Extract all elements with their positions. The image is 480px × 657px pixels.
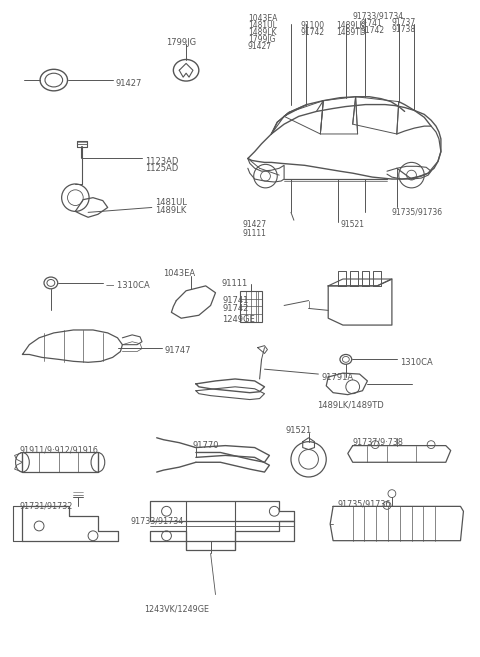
Text: 1043EA: 1043EA	[163, 269, 195, 278]
Text: 91737/9·738: 91737/9·738	[353, 438, 404, 447]
Text: 91427: 91427	[242, 220, 267, 229]
Text: 91521: 91521	[286, 426, 312, 435]
Text: 91521: 91521	[341, 220, 365, 229]
Text: 91427: 91427	[116, 78, 142, 87]
Text: 91747: 91747	[165, 346, 191, 355]
Text: 91770: 91770	[192, 441, 219, 449]
Text: 91427: 91427	[248, 42, 272, 51]
Text: 1481UL: 1481UL	[155, 198, 187, 207]
Text: 1489LK/1489TD: 1489LK/1489TD	[317, 401, 384, 409]
Text: 1249GE: 1249GE	[222, 315, 255, 325]
Text: 91111: 91111	[243, 229, 266, 238]
Text: 91741: 91741	[222, 296, 249, 305]
Text: 1123AD: 1123AD	[145, 157, 178, 166]
Text: 91100: 91100	[301, 21, 325, 30]
Text: 1799JG: 1799JG	[248, 35, 276, 44]
Text: 1489LK: 1489LK	[155, 206, 186, 215]
Text: 9·741: 9·741	[360, 19, 382, 28]
Text: — 1310CA: — 1310CA	[106, 281, 149, 290]
Text: 91742: 91742	[360, 26, 384, 35]
Text: 91742: 91742	[301, 28, 325, 37]
Text: 1243VK/1249GE: 1243VK/1249GE	[144, 604, 209, 614]
Text: 91737: 91737	[392, 18, 416, 28]
Text: 1043EA: 1043EA	[248, 14, 277, 24]
Text: 91742: 91742	[222, 304, 249, 313]
Text: 91733/91734: 91733/91734	[130, 516, 183, 525]
Text: 91733/91734: 91733/91734	[353, 11, 404, 20]
Text: 1310CA: 1310CA	[400, 358, 432, 367]
Text: 91735/91736: 91735/91736	[338, 499, 391, 509]
Text: 1489LK: 1489LK	[336, 21, 364, 30]
Text: 91911/9·912/91916: 91911/9·912/91916	[20, 445, 98, 455]
Text: 91735/91736: 91735/91736	[392, 208, 443, 216]
Text: 91791A: 91791A	[321, 373, 353, 382]
Text: 91738: 91738	[392, 25, 416, 34]
Text: 91731/91732: 91731/91732	[20, 501, 73, 510]
Text: 91111: 91111	[222, 279, 248, 288]
Text: 1125AD: 1125AD	[145, 164, 178, 173]
Text: 1481UL: 1481UL	[248, 21, 276, 30]
Text: 1489TD: 1489TD	[336, 28, 366, 37]
FancyBboxPatch shape	[240, 291, 262, 322]
Text: 1489LK: 1489LK	[248, 28, 276, 37]
Text: 1799JG: 1799JG	[166, 38, 196, 47]
